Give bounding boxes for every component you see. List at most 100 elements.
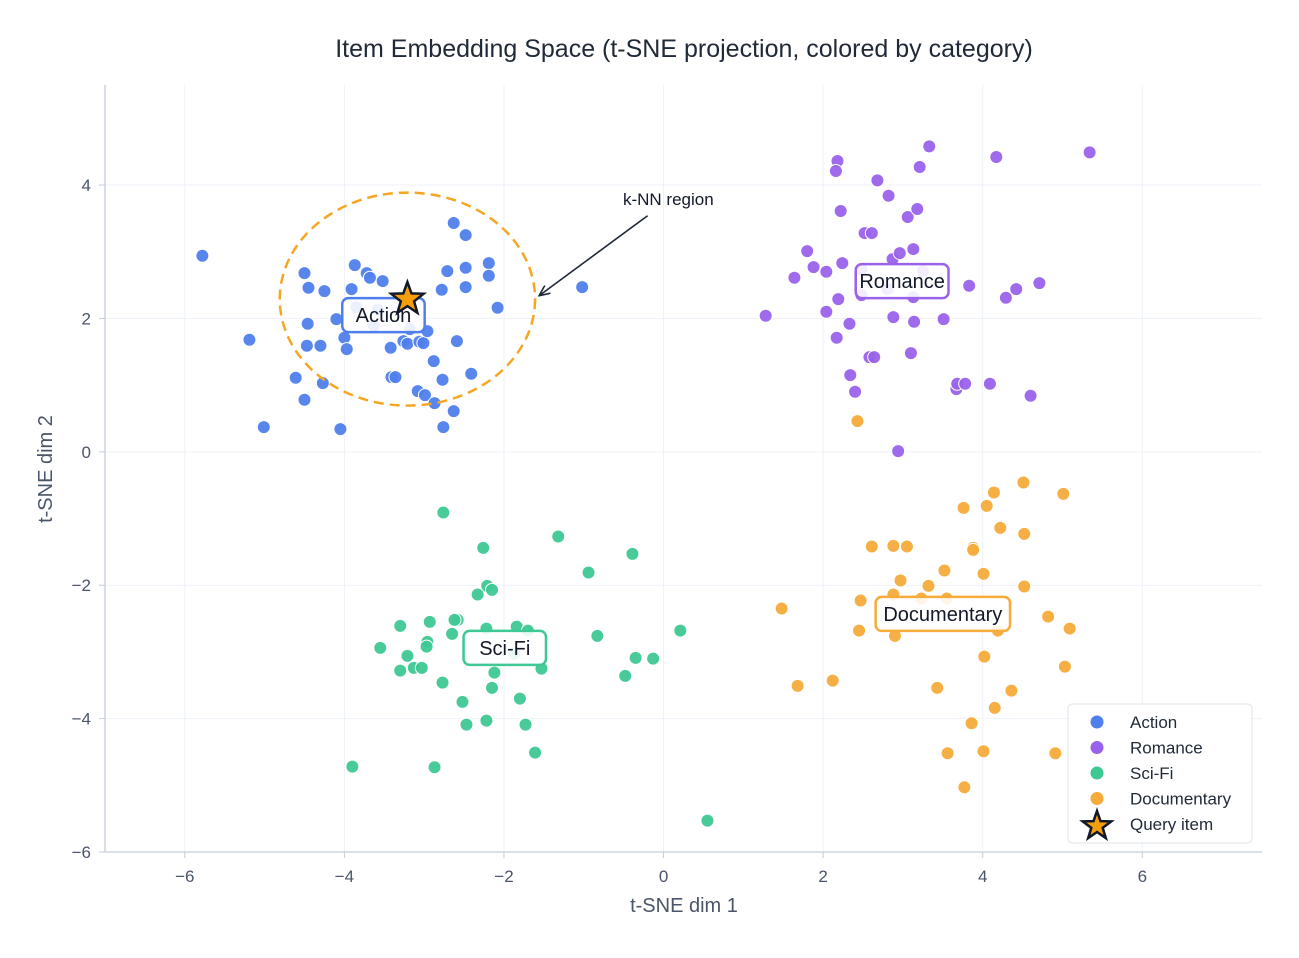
data-point: [301, 280, 316, 295]
data-point: [1048, 746, 1063, 761]
data-point: [436, 505, 451, 520]
data-point: [512, 691, 527, 706]
legend-box: [1067, 703, 1253, 844]
data-point: [417, 388, 432, 403]
data-point: [339, 342, 354, 357]
data-point: [966, 542, 981, 557]
data-point: [487, 665, 502, 680]
data-point: [831, 292, 846, 307]
data-point: [964, 716, 979, 731]
data-point: [1057, 659, 1072, 674]
data-point: [833, 204, 848, 219]
y-axis-label: t-SNE dim 2: [35, 415, 57, 523]
legend-label: Documentary: [1130, 790, 1232, 809]
data-point: [393, 618, 408, 633]
data-point: [445, 626, 460, 641]
data-point: [528, 745, 543, 760]
chart-title: Item Embedding Space (t-SNE projection, …: [335, 35, 1033, 63]
data-point: [893, 573, 908, 588]
data-point: [195, 248, 210, 263]
data-point: [852, 623, 867, 638]
series-action: [195, 216, 590, 437]
data-point: [427, 760, 442, 775]
x-tick-label: 2: [818, 867, 827, 886]
data-point: [373, 640, 388, 655]
x-axis-label: t-SNE dim 1: [630, 895, 738, 917]
data-point: [899, 539, 914, 554]
legend-star-icon: [1079, 807, 1115, 842]
data-point: [315, 376, 330, 391]
data-point: [400, 648, 415, 663]
data-point: [940, 746, 955, 761]
data-point: [419, 639, 434, 654]
data-point: [590, 628, 605, 643]
data-point: [907, 314, 922, 329]
data-point: [422, 614, 437, 629]
x-tick-label: −4: [335, 867, 354, 886]
data-point: [828, 164, 843, 179]
data-point: [458, 280, 473, 295]
data-point: [393, 663, 408, 678]
data-point: [957, 780, 972, 795]
cluster-label: Documentary: [883, 604, 1002, 626]
data-point: [581, 565, 596, 580]
data-point: [345, 759, 360, 774]
data-point: [1062, 621, 1077, 636]
data-point: [886, 310, 901, 325]
data-point: [446, 216, 461, 231]
data-point: [1041, 609, 1056, 624]
data-point: [299, 338, 314, 353]
data-point: [459, 717, 474, 732]
data-point: [329, 312, 344, 327]
legend-marker: [1090, 741, 1104, 754]
data-point: [1016, 475, 1031, 490]
x-tick-label: 6: [1138, 867, 1147, 886]
data-point: [962, 278, 977, 293]
data-point: [910, 202, 925, 217]
cluster-label-box: [854, 262, 950, 300]
data-point: [435, 675, 450, 690]
legend: Action Romance Sci-Fi Documentary Query item: [1067, 703, 1253, 844]
data-point: [1032, 276, 1047, 291]
data-point: [362, 270, 377, 285]
data-point: [774, 601, 789, 616]
data-point: [819, 264, 834, 279]
legend-marker: [1090, 715, 1104, 729]
data-point: [470, 587, 485, 602]
data-point: [479, 713, 494, 728]
data-point: [825, 673, 840, 688]
x-tick-label: −2: [494, 867, 513, 886]
data-point: [886, 538, 901, 553]
data-point: [958, 376, 973, 391]
data-point: [481, 268, 496, 283]
data-point: [333, 422, 348, 437]
data-point: [921, 578, 936, 593]
cluster-label: Sci-Fi: [479, 638, 530, 660]
data-point: [870, 173, 885, 188]
data-point: [903, 346, 918, 361]
data-point: [835, 256, 850, 271]
data-point: [490, 300, 505, 315]
data-point: [1004, 683, 1019, 698]
data-point: [347, 258, 362, 273]
data-point: [388, 370, 403, 385]
knn-region-circle: [278, 191, 537, 407]
data-point: [864, 226, 879, 241]
annotation-arrow: [540, 215, 649, 295]
data-point: [447, 612, 462, 627]
grid: [105, 85, 1262, 853]
legend-marker: [1090, 792, 1104, 805]
data-point: [618, 668, 633, 683]
data-point: [800, 244, 815, 259]
data-point: [551, 529, 566, 544]
data-point: [790, 678, 805, 693]
data-point: [850, 414, 865, 429]
data-point: [436, 420, 451, 435]
data-point: [446, 404, 461, 419]
data-point: [936, 312, 951, 327]
data-point: [993, 520, 1008, 535]
data-point: [484, 680, 499, 695]
data-point: [414, 660, 429, 675]
